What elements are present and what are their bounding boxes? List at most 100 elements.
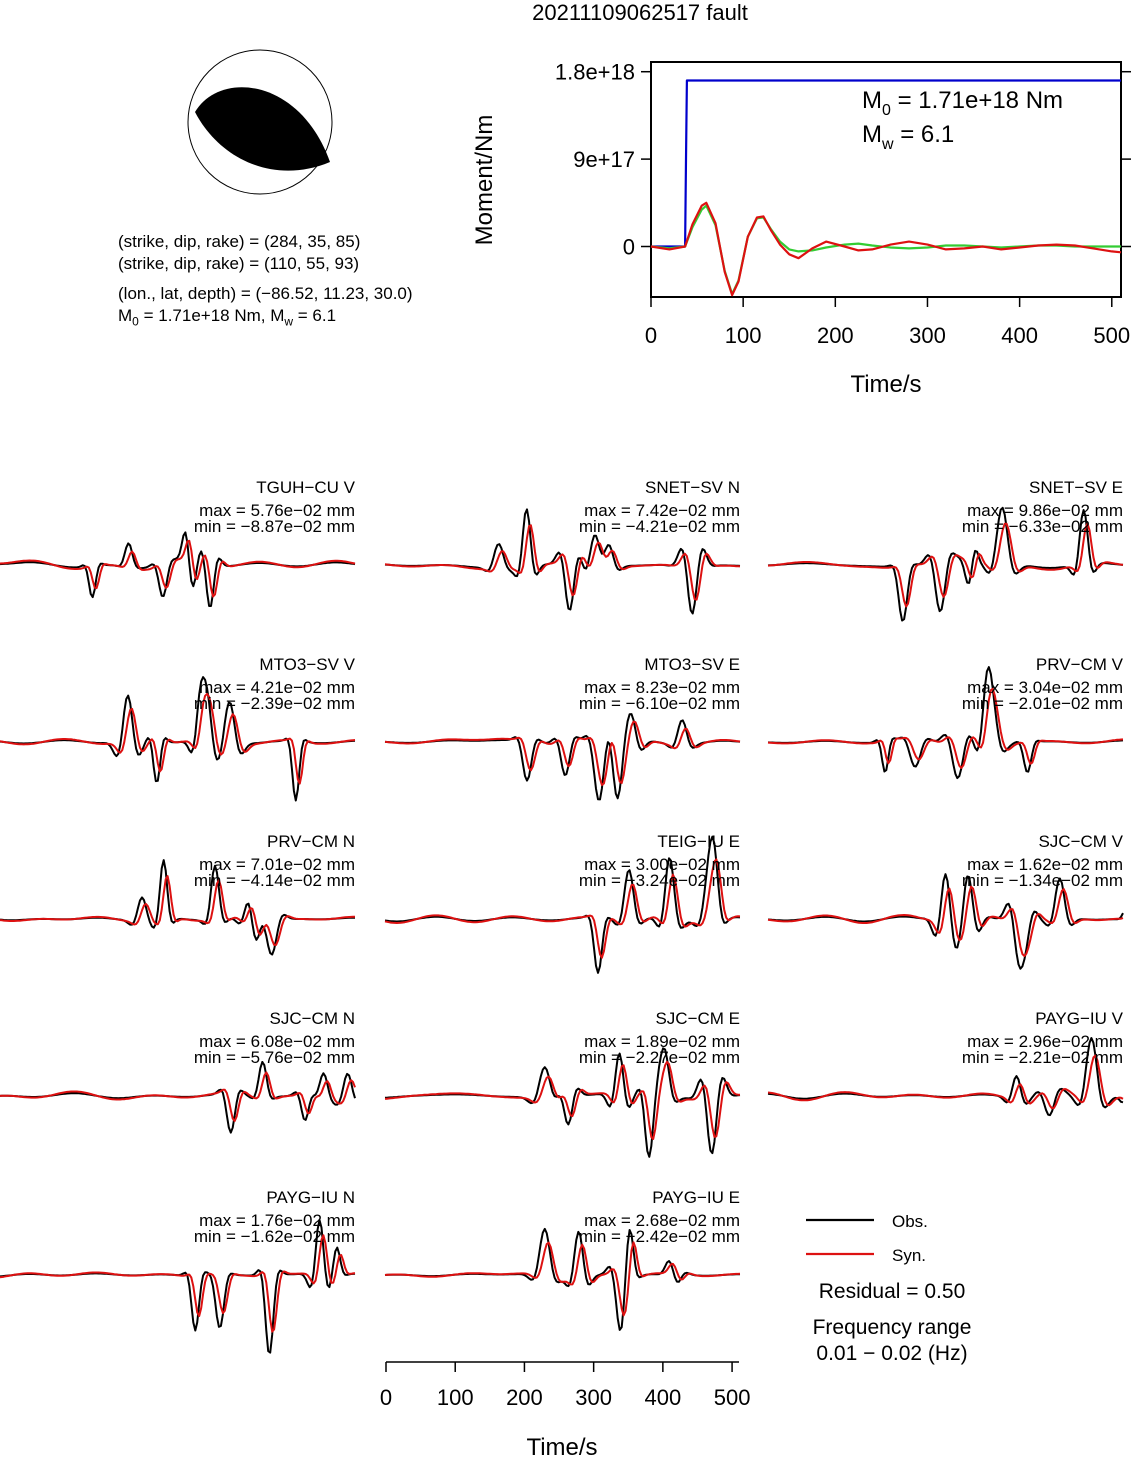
synthetic-waveform: [767, 1054, 1124, 1110]
min-amplitude-label: min = −4.21e−02 mm: [579, 517, 740, 536]
station-label: TGUH−CU V: [256, 478, 355, 497]
waveform-x-tick-label: 200: [506, 1385, 543, 1410]
observed-waveform: [767, 873, 1124, 970]
min-amplitude-label: min = −1.62e−02 mm: [194, 1227, 355, 1246]
legend-syn-label: Syn.: [892, 1246, 926, 1265]
waveform-x-tick-label: 300: [575, 1385, 612, 1410]
stf-x-axis-label: Time/s: [850, 371, 921, 398]
synthetic-waveform: [0, 1071, 356, 1122]
m0-sub: 0: [132, 314, 139, 329]
station-label: SNET−SV N: [645, 478, 740, 497]
figure-title: 20211109062517 fault: [532, 0, 748, 25]
min-amplitude-label: min = −1.34e−02 mm: [962, 871, 1123, 890]
station-label: SJC−CM E: [655, 1009, 740, 1028]
stf-synthetic-curve: [650, 201, 1122, 297]
station-label: PRV−CM V: [1036, 655, 1124, 674]
max-amplitude-label: max = 8.23e−02 mm: [584, 678, 740, 697]
stf-x-tick-label: 300: [909, 323, 946, 348]
min-amplitude-label: min = −8.87e−02 mm: [194, 517, 355, 536]
station-label: TEIG−IU E: [657, 832, 740, 851]
beachball-icon: [187, 49, 333, 195]
max-amplitude-label: max = 7.42e−02 mm: [584, 501, 740, 520]
min-amplitude-label: min = −6.10e−02 mm: [579, 694, 740, 713]
stf-m0-sub: 0: [882, 102, 891, 119]
stf-mw-sub: w: [881, 136, 894, 153]
synthetic-waveform: [384, 858, 741, 959]
stf-curves: [650, 79, 1122, 297]
synthetic-waveform: [767, 522, 1124, 608]
waveform-x-tick-label: 100: [437, 1385, 474, 1410]
frequency-range-title: Frequency range: [813, 1316, 972, 1339]
synthetic-waveform: [0, 1234, 356, 1333]
stf-frame: [650, 61, 1122, 298]
legend: Obs. Syn. Residual = 0.50 Frequency rang…: [806, 1212, 971, 1365]
max-amplitude-label: max = 1.76e−02 mm: [199, 1211, 355, 1230]
stf-y-tick-label: 1.8e+18: [555, 60, 635, 85]
hypocenter-location: (lon., lat, depth) = (−86.52, 11.23, 30.…: [118, 284, 413, 303]
station-label: PAYG−IU N: [266, 1188, 355, 1207]
stf-y-ticks: 0 9e+17 1.8e+18: [555, 60, 1131, 260]
stf-m0-label: M: [862, 87, 882, 114]
residual-label: Residual = 0.50: [819, 1280, 966, 1303]
stf-x-ticks: 0 100 200 300 400 500: [645, 297, 1130, 348]
synthetic-waveform: [767, 687, 1124, 769]
synthetic-waveform: [384, 720, 741, 786]
synthetic-waveform: [384, 524, 741, 601]
max-amplitude-label: max = 6.08e−02 mm: [199, 1032, 355, 1051]
stf-x-tick-label: 500: [1093, 323, 1130, 348]
synthetic-waveform: [0, 692, 356, 785]
stf-m0-value: = 1.71e+18 Nm: [891, 87, 1063, 114]
stf-y-tick-label: 0: [623, 235, 635, 260]
max-amplitude-label: max = 2.96e−02 mm: [967, 1032, 1123, 1051]
stf-y-tick-label: 9e+17: [573, 147, 635, 172]
legend-obs-label: Obs.: [892, 1212, 928, 1231]
min-amplitude-label: min = −5.76e−02 mm: [194, 1048, 355, 1067]
max-amplitude-label: max = 7.01e−02 mm: [199, 855, 355, 874]
min-amplitude-label: min = −2.39e−02 mm: [194, 694, 355, 713]
m0-rest: = 1.71e+18 Nm, M: [138, 306, 285, 325]
stf-mw-label: M: [862, 121, 882, 148]
nodal-plane-1: (strike, dip, rake) = (284, 35, 85): [118, 232, 361, 251]
moment-rate-panel: 0 9e+17 1.8e+18 0 100 200 300 400 500 Moment/Nm…: [471, 60, 1131, 398]
max-amplitude-label: max = 2.68e−02 mm: [584, 1211, 740, 1230]
waveform-time-axis: 0 100 200 300 400 500 Time/s: [380, 1361, 751, 1458]
station-label: SJC−CM N: [270, 1009, 355, 1028]
stf-mw-value: = 6.1: [894, 121, 955, 148]
waveform-x-tick-label: 500: [714, 1385, 751, 1410]
stf-x-tick-label: 200: [817, 323, 854, 348]
waveform-x-tick-label: 400: [645, 1385, 682, 1410]
nodal-plane-2: (strike, dip, rake) = (110, 55, 93): [118, 254, 360, 273]
min-amplitude-label: min = −2.21e−02 mm: [962, 1048, 1123, 1067]
synthetic-waveform: [767, 885, 1124, 957]
min-amplitude-label: min = −2.42e−02 mm: [579, 1227, 740, 1246]
stf-y-axis-label: Moment/Nm: [471, 115, 498, 246]
stf-m0-annotation: M0 = 1.71e+18 Nm: [862, 87, 1063, 119]
synthetic-waveform: [384, 1060, 740, 1140]
min-amplitude-label: min = −6.33e−02 mm: [962, 517, 1123, 536]
waveform-x-ticks: 0 100 200 300 400 500: [380, 1362, 751, 1410]
min-amplitude-label: min = −3.24e−02 mm: [579, 871, 740, 890]
max-amplitude-label: max = 4.21e−02 mm: [199, 678, 355, 697]
max-amplitude-label: max = 1.62e−02 mm: [967, 855, 1123, 874]
stf-x-tick-label: 0: [645, 323, 657, 348]
max-amplitude-label: max = 3.04e−02 mm: [967, 678, 1123, 697]
waveform-x-tick-label: 0: [380, 1385, 392, 1410]
synthetic-waveform: [0, 875, 355, 946]
mechanism-info: (strike, dip, rake) = (284, 35, 85) (str…: [118, 231, 413, 332]
stf-x-tick-label: 100: [725, 323, 762, 348]
